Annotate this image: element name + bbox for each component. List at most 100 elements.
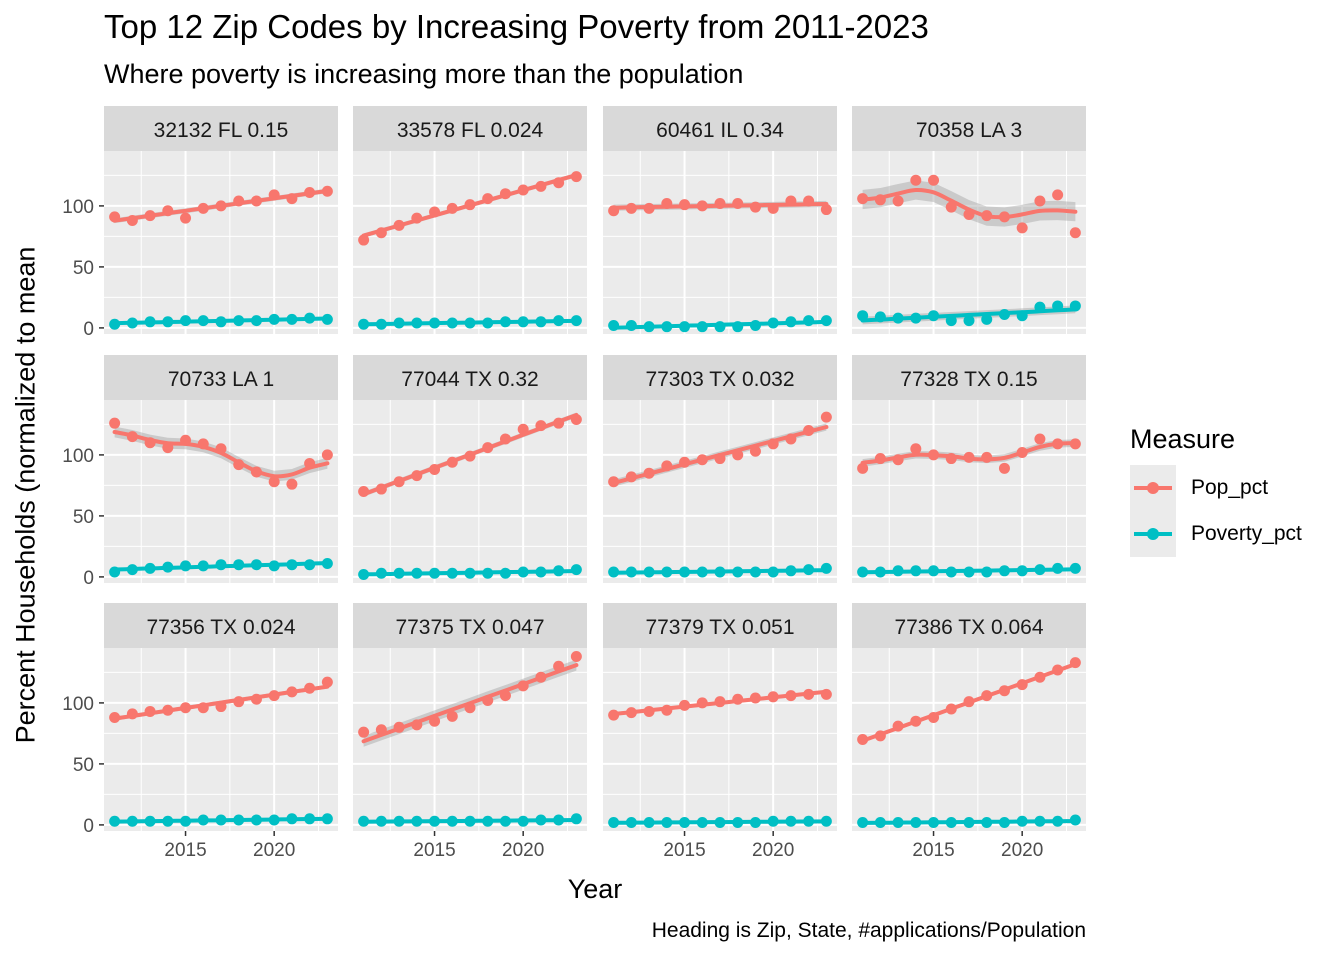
facet-panel: 77386 TX 0.064 2015 2020 bbox=[852, 603, 1086, 861]
y-tick-label: 50 bbox=[73, 258, 94, 279]
series-line bbox=[361, 663, 579, 744]
x-tick-label: 2020 bbox=[502, 840, 544, 861]
data-point bbox=[820, 204, 832, 216]
series-line bbox=[611, 202, 829, 210]
y-axis-label: Percent Households (normalized to mean bbox=[10, 246, 41, 744]
series-line bbox=[860, 441, 1078, 465]
y-tick-label: 50 bbox=[73, 755, 94, 776]
legend-key-pop bbox=[1130, 465, 1176, 511]
series-line bbox=[611, 319, 829, 330]
y-tick-label: 100 bbox=[62, 446, 94, 467]
facet-heading: 77303 TX 0.032 bbox=[645, 368, 794, 391]
facet-strip bbox=[353, 355, 587, 400]
series-line bbox=[361, 173, 579, 238]
facet-panel: 77379 TX 0.051 2015 2020 bbox=[603, 603, 837, 861]
facet-strip bbox=[104, 355, 338, 400]
series-line bbox=[860, 187, 1078, 220]
series-line bbox=[112, 430, 330, 479]
panel-background bbox=[603, 648, 837, 831]
panel-background bbox=[852, 151, 1086, 334]
legend-label-pop: Pop_pct bbox=[1191, 476, 1269, 499]
data-point bbox=[963, 315, 975, 327]
facet-strip bbox=[603, 603, 837, 648]
facet-heading: 70733 LA 1 bbox=[168, 368, 274, 391]
facet-panel: 77356 TX 0.024 0 50 100 2015 2020 bbox=[62, 603, 338, 861]
panel-background bbox=[353, 151, 587, 334]
y-tick-label: 50 bbox=[73, 507, 94, 528]
facet-strip bbox=[852, 355, 1086, 400]
chart-title: Top 12 Zip Codes by Increasing Poverty f… bbox=[104, 8, 929, 45]
series-line bbox=[112, 561, 330, 572]
data-point bbox=[321, 676, 333, 688]
facet-panel: 77044 TX 0.32 bbox=[353, 355, 587, 583]
legend-item-poverty: Poverty_pct bbox=[1130, 511, 1302, 557]
series-line bbox=[361, 413, 579, 497]
chart-subtitle: Where poverty is increasing more than th… bbox=[104, 59, 744, 89]
y-tick-label: 100 bbox=[62, 694, 94, 715]
series-line bbox=[112, 316, 330, 326]
panel-background bbox=[104, 400, 338, 583]
y-tick-label: 100 bbox=[62, 197, 94, 218]
facet-panel: 77303 TX 0.032 bbox=[603, 355, 837, 583]
data-point bbox=[268, 476, 280, 488]
series-line bbox=[611, 425, 829, 485]
facet-heading: 77356 TX 0.024 bbox=[146, 616, 295, 639]
series-line bbox=[860, 662, 1078, 743]
legend-item-pop: Pop_pct bbox=[1130, 465, 1302, 511]
series-line bbox=[860, 307, 1078, 323]
data-point bbox=[998, 462, 1010, 474]
series-line bbox=[112, 188, 330, 223]
facet-heading: 60461 IL 0.34 bbox=[656, 119, 784, 142]
data-point bbox=[109, 417, 121, 429]
chart-caption: Heading is Zip, State, #applications/Pop… bbox=[651, 919, 1086, 942]
series-line bbox=[361, 569, 579, 577]
data-point bbox=[1052, 189, 1064, 201]
x-tick-label: 2020 bbox=[1001, 840, 1043, 861]
facet-strip bbox=[852, 106, 1086, 151]
facet-strip bbox=[353, 106, 587, 151]
x-tick-label: 2015 bbox=[413, 840, 455, 861]
x-tick-label: 2015 bbox=[164, 840, 206, 861]
panel-background bbox=[104, 648, 338, 831]
data-point bbox=[945, 201, 957, 213]
data-point bbox=[892, 195, 904, 207]
facet-heading: 77375 TX 0.047 bbox=[395, 616, 544, 639]
data-point bbox=[1034, 195, 1046, 207]
facet-heading: 77386 TX 0.064 bbox=[894, 616, 1043, 639]
legend-label-poverty: Poverty_pct bbox=[1191, 522, 1302, 545]
data-point bbox=[321, 449, 333, 461]
facet-strip bbox=[104, 106, 338, 151]
data-point bbox=[180, 212, 192, 224]
data-point bbox=[910, 443, 922, 455]
data-point bbox=[358, 726, 370, 738]
x-axis-label: Year bbox=[567, 874, 623, 904]
data-point bbox=[446, 710, 458, 722]
legend: Measure Pop_pct Poverty_pct bbox=[1130, 424, 1302, 557]
legend-title: Measure bbox=[1130, 424, 1236, 454]
data-point bbox=[857, 462, 869, 474]
series-line bbox=[361, 818, 579, 824]
panel-background bbox=[353, 648, 587, 831]
facet-heading: 33578 FL 0.024 bbox=[397, 119, 544, 142]
x-tick-label: 2015 bbox=[663, 840, 705, 861]
panel-background bbox=[353, 400, 587, 583]
facet-heading: 32132 FL 0.15 bbox=[154, 119, 289, 142]
data-point bbox=[1034, 433, 1046, 445]
data-point bbox=[749, 445, 761, 457]
facet-panel: 60461 IL 0.34 bbox=[603, 106, 837, 334]
data-point bbox=[358, 234, 370, 246]
facet-heading: 77379 TX 0.051 bbox=[645, 616, 794, 639]
data-point bbox=[928, 174, 940, 186]
series-line bbox=[611, 689, 829, 716]
data-point bbox=[820, 411, 832, 423]
x-tick-label: 2020 bbox=[253, 840, 295, 861]
y-tick-label: 0 bbox=[83, 816, 94, 837]
facet-heading: 77044 TX 0.32 bbox=[401, 368, 538, 391]
facet-panel: 70358 LA 3 bbox=[852, 106, 1086, 334]
series-line bbox=[112, 816, 330, 824]
series-line bbox=[860, 567, 1078, 575]
facet-strip bbox=[353, 603, 587, 648]
facet-panel: 77375 TX 0.047 2015 2020 bbox=[353, 603, 587, 861]
y-tick-label: 0 bbox=[83, 568, 94, 589]
panel-background bbox=[852, 648, 1086, 831]
